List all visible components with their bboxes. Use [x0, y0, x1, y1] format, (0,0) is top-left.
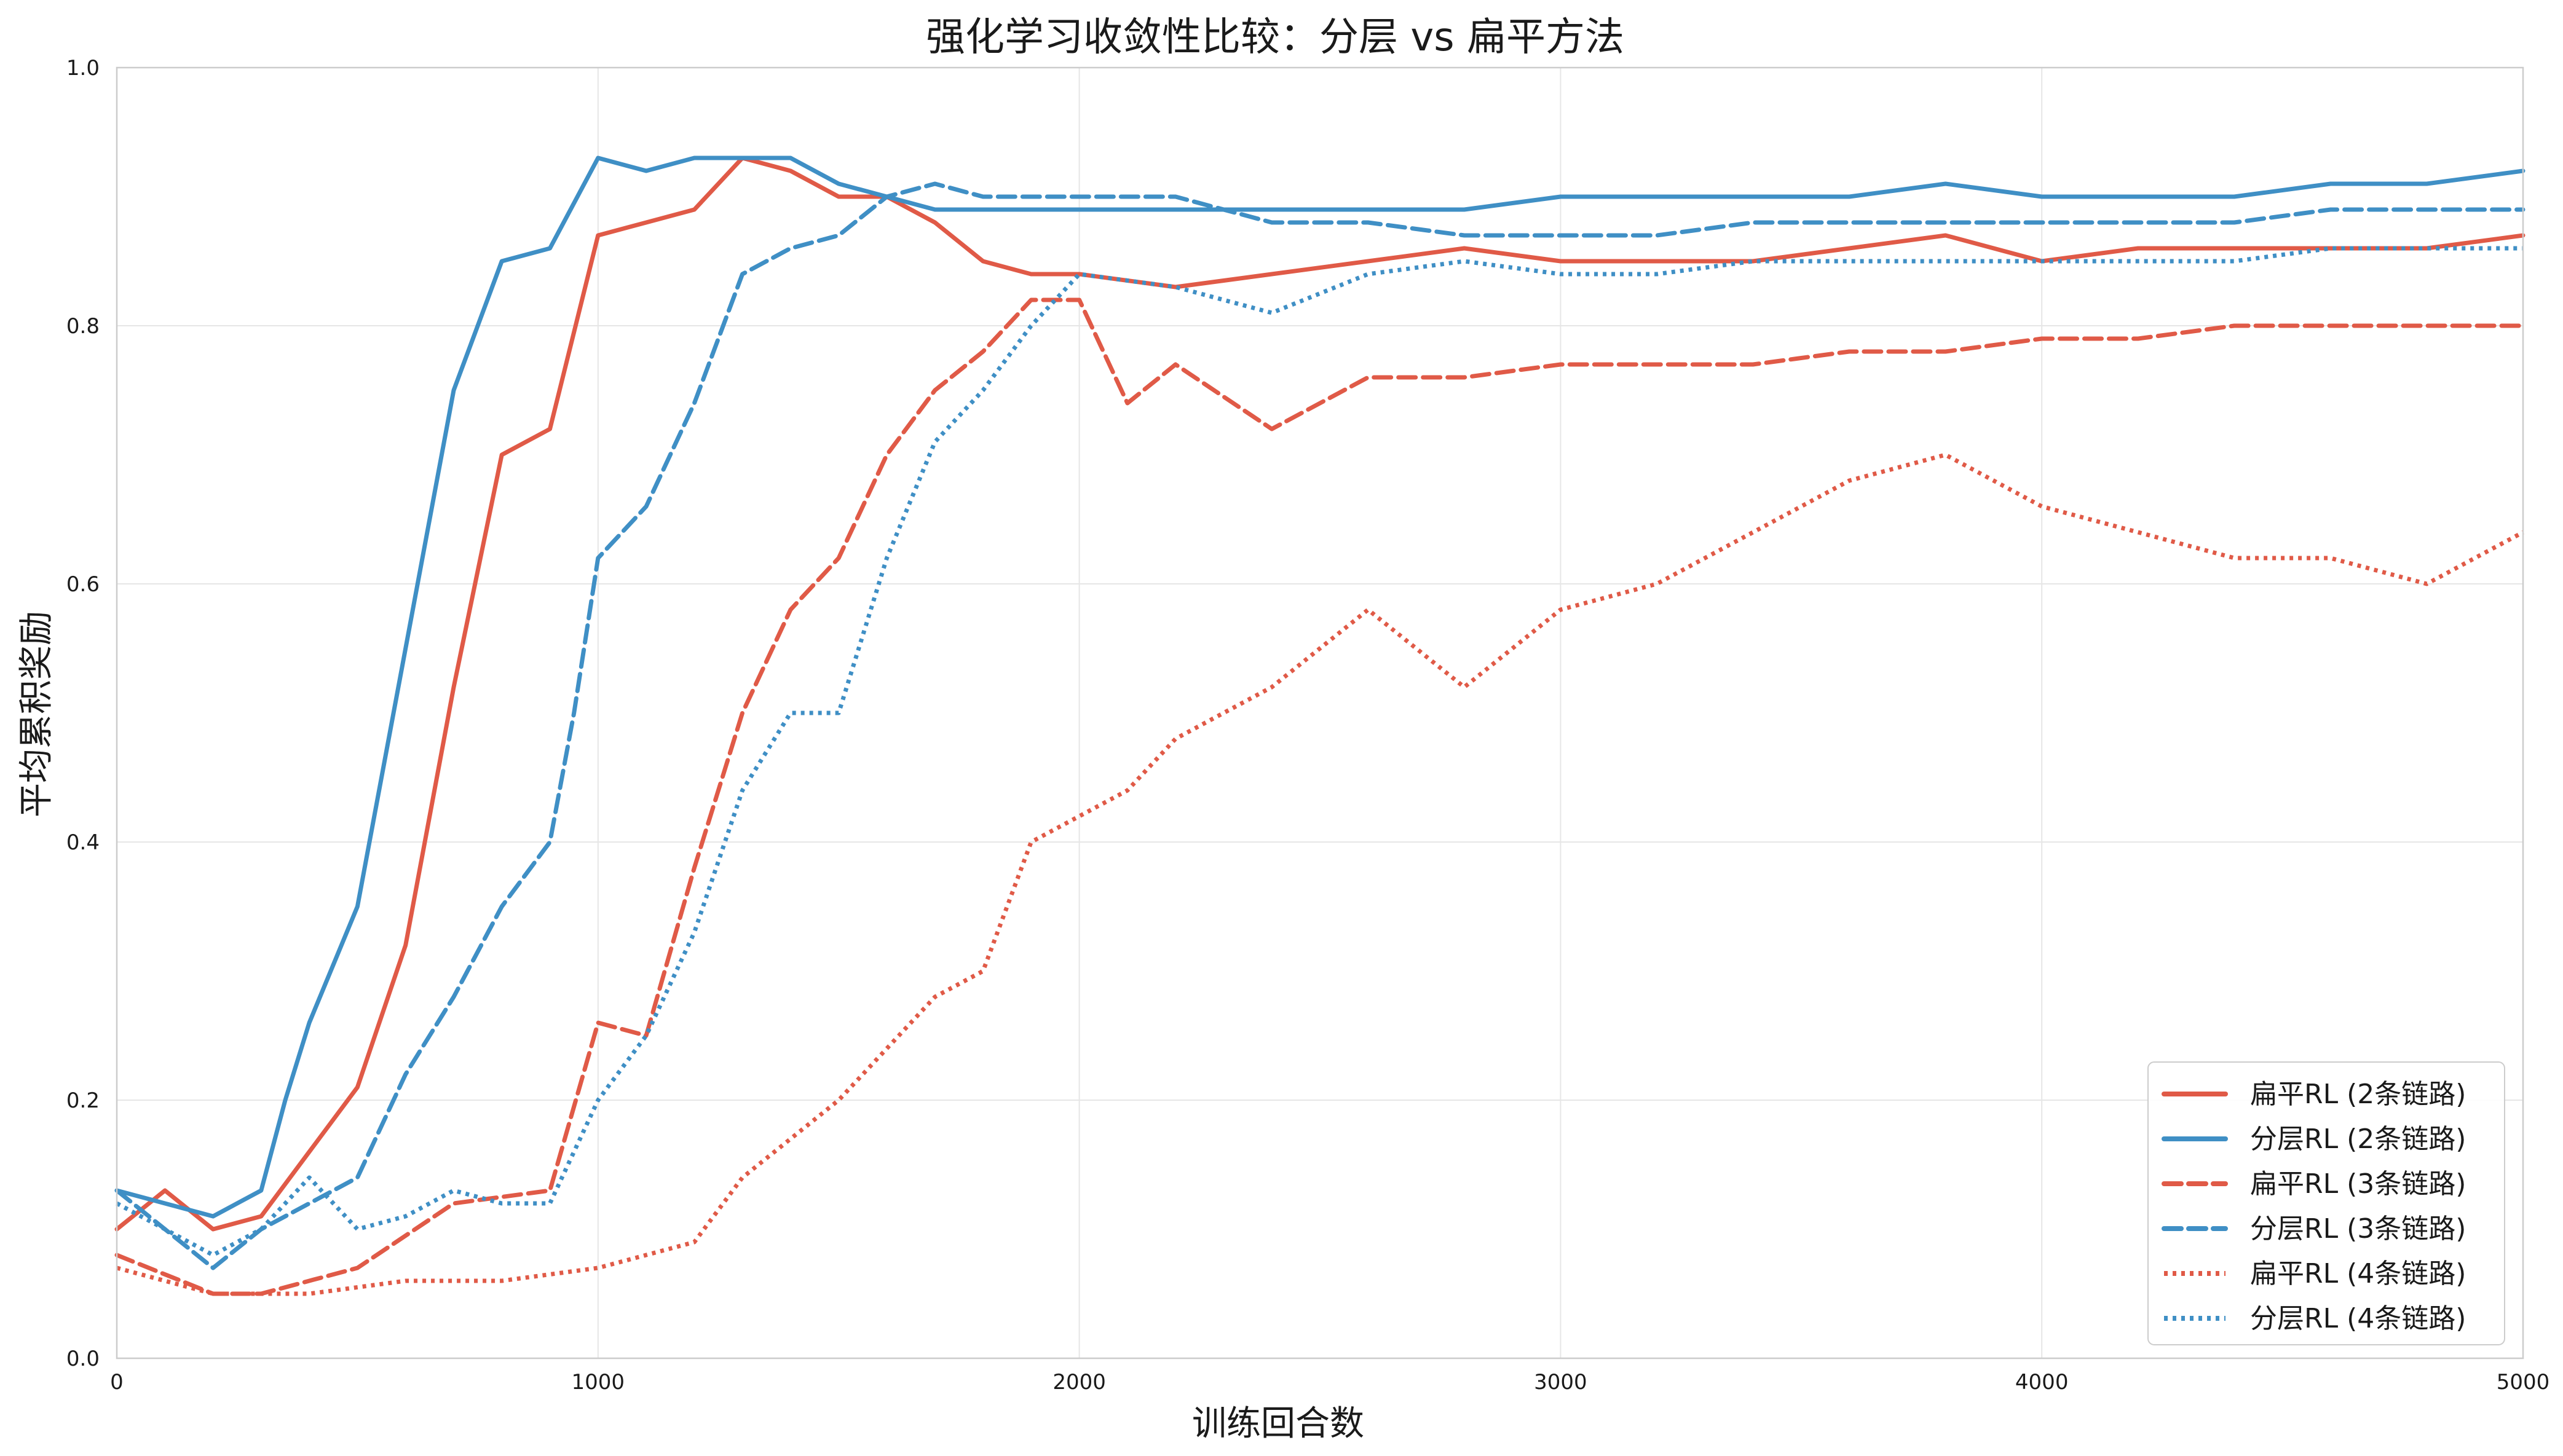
legend-label-6: 分层RL (4条链路) [2250, 1303, 2466, 1334]
y-tick-labels: 0.0 0.2 0.4 0.6 0.8 1.0 [66, 56, 100, 1371]
series-line-4 [114, 181, 2525, 1270]
series-line-3 [114, 297, 2525, 1296]
plot-frame [116, 66, 2524, 1360]
series-line-5 [116, 452, 2524, 1296]
y-tick-label: 0.0 [66, 1347, 100, 1371]
legend-label-1: 扁平RL (2条链路) [2250, 1079, 2466, 1110]
x-tick-label: 4000 [2015, 1370, 2069, 1395]
series-line-1 [114, 155, 2525, 1232]
y-tick-label: 0.2 [66, 1088, 100, 1113]
x-tick-label: 3000 [1534, 1370, 1587, 1395]
legend-label-3: 扁平RL (3条链路) [2250, 1168, 2466, 1200]
legend-label-5: 扁平RL (4条链路) [2250, 1258, 2466, 1289]
legend-label-2: 分层RL (2条链路) [2250, 1123, 2466, 1155]
x-tick-label: 5000 [2497, 1370, 2550, 1395]
x-axis-label: 训练回合数 [1192, 1404, 1364, 1444]
series-line-6 [116, 246, 2523, 1257]
y-tick-label: 0.6 [66, 572, 100, 597]
series-layer [114, 155, 2525, 1296]
x-tick-labels: 0 1000 2000 3000 4000 5000 [110, 1370, 2549, 1395]
y-axis-label: 平均累积奖励 [17, 611, 57, 817]
x-tick-label: 0 [110, 1370, 124, 1395]
legend: 扁平RL (2条链路) 分层RL (2条链路) 扁平RL (3条链路) 分层RL (3… [2147, 1061, 2505, 1345]
y-tick-label: 0.4 [66, 830, 100, 855]
series-line-2 [114, 155, 2525, 1219]
y-tick-label: 1.0 [66, 56, 100, 81]
legend-label-4: 分层RL (3条链路) [2250, 1213, 2466, 1245]
legend-box [2147, 1061, 2505, 1345]
x-tick-label: 2000 [1052, 1370, 1106, 1395]
y-tick-label: 0.8 [66, 314, 100, 339]
x-tick-label: 1000 [572, 1370, 625, 1395]
legend-items: 扁平RL (2条链路) 分层RL (2条链路) 扁平RL (3条链路) 分层RL (3… [2162, 1079, 2466, 1334]
chart-title: 强化学习收敛性比较：分层 vs 扁平方法 [926, 15, 1624, 60]
